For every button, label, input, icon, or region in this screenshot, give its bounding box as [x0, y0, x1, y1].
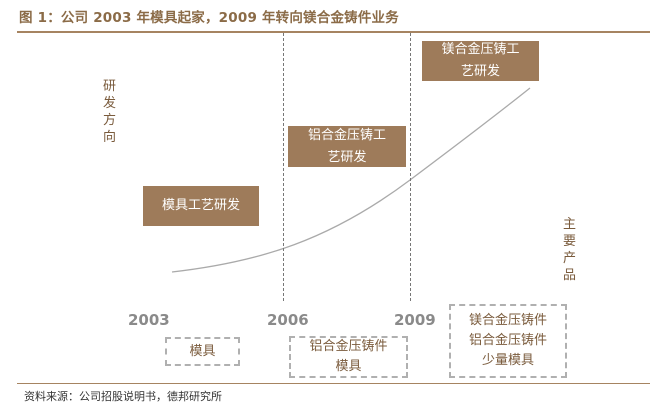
top-rule: [17, 31, 650, 33]
year-label-2006: 2006: [267, 311, 309, 329]
main-products-char: 产: [563, 251, 577, 266]
source-note: 资料来源：公司招股说明书，德邦研究所: [24, 390, 222, 403]
rd-direction-label: 研 发 方 向: [103, 78, 116, 146]
bottom-rule: [17, 383, 650, 384]
divider-2006: [283, 33, 284, 301]
product-box-magnesium: 镁合金压铸件 铝合金压铸件 少量模具: [449, 304, 567, 378]
rd-box-mold-process: 模具工艺研发: [143, 186, 259, 226]
growth-curve-line: [171, 87, 531, 273]
main-products-char: 品: [563, 268, 577, 283]
figure-title: 图 1：公司 2003 年模具起家，2009 年转向镁合金铸件业务: [19, 10, 399, 26]
main-products-label: 主 要 产 品: [563, 216, 576, 284]
rd-box-magnesium-casting: 镁合金压铸工 艺研发: [422, 41, 539, 81]
rd-direction-char: 方: [103, 113, 117, 128]
product-box-mold: 模具: [165, 337, 240, 366]
rd-box-aluminum-casting: 铝合金压铸工 艺研发: [288, 126, 406, 167]
product-box-aluminum: 铝合金压铸件 模具: [289, 336, 408, 378]
divider-2009: [410, 33, 411, 301]
rd-direction-char: 发: [103, 96, 117, 111]
main-products-char: 主: [563, 217, 577, 232]
year-label-2009: 2009: [394, 311, 436, 329]
year-label-2003: 2003: [128, 311, 170, 329]
main-products-char: 要: [563, 234, 577, 249]
rd-direction-char: 研: [103, 79, 117, 94]
rd-direction-char: 向: [103, 130, 117, 145]
